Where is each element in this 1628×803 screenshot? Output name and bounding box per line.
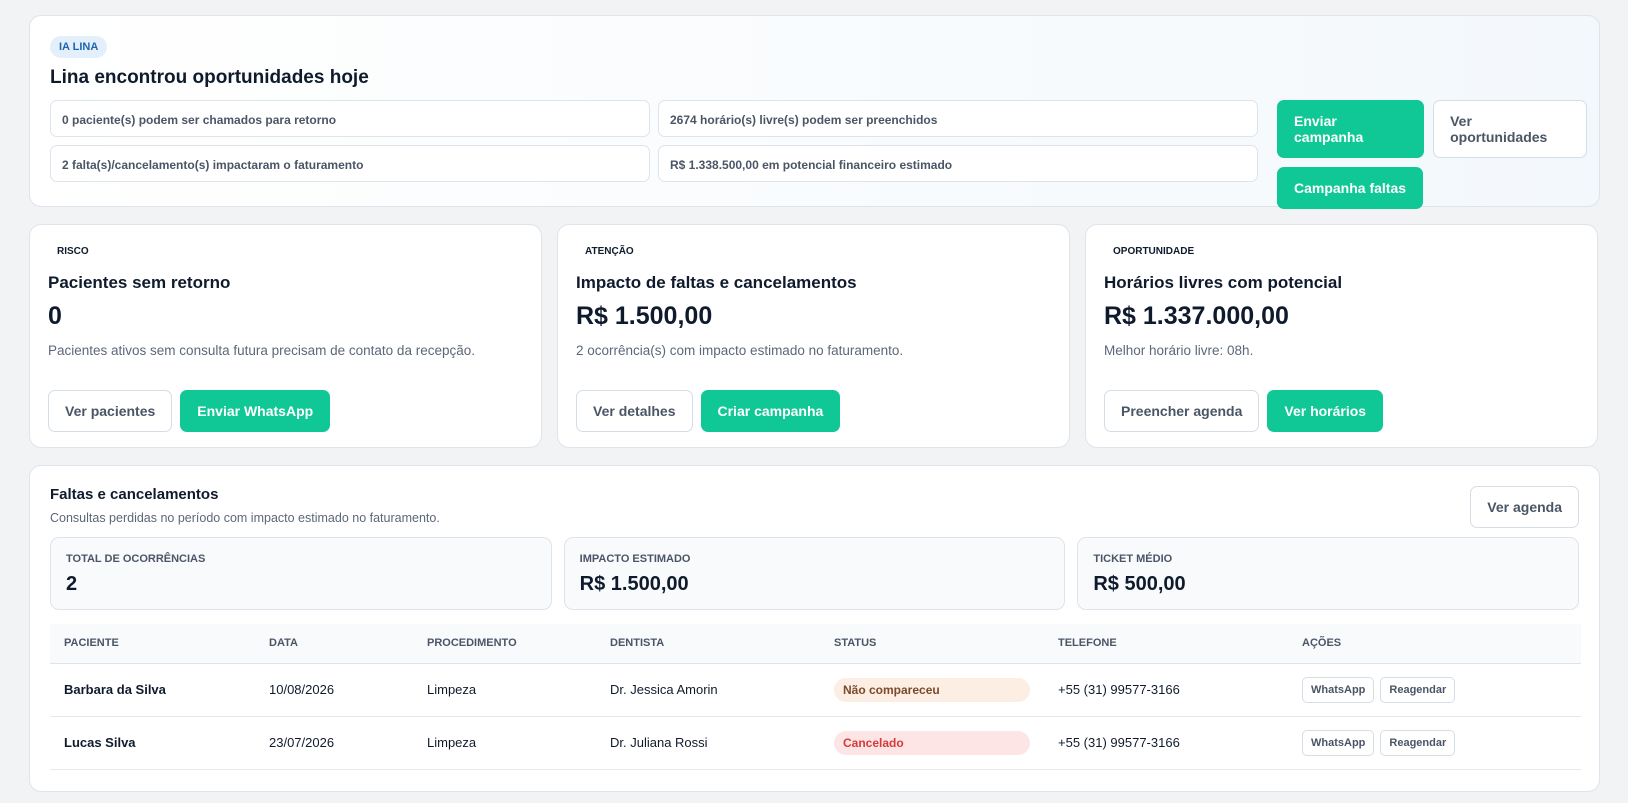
stat-box: IMPACTO ESTIMADO R$ 1.500,00 bbox=[563, 537, 1066, 610]
insight-item: 2674 horário(s) livre(s) podem ser preen… bbox=[658, 100, 1258, 137]
header-row: PACIENTE DATA PROCEDIMENTO DENTISTA STATUS TE… bbox=[50, 624, 1581, 664]
card-description: Pacientes ativos sem consulta futura pre… bbox=[48, 343, 475, 358]
action-row: Campanha faltas bbox=[1277, 167, 1587, 209]
metric-card: RISCO Pacientes sem retorno 0 Pacientes ati… bbox=[29, 224, 542, 448]
stat-label: TICKET MÉDIO bbox=[1093, 553, 1173, 565]
absences-section: Faltas e cancelamentos Consultas perdidas… bbox=[29, 465, 1600, 792]
card-row: RISCO Pacientes sem retorno 0 Pacientes ati… bbox=[29, 224, 1600, 448]
stat-value: 2 bbox=[66, 573, 78, 595]
button[interactable]: Ver detalhes bbox=[576, 390, 693, 432]
badge: IA LINA bbox=[50, 36, 108, 58]
table-row: Lucas Silva 23/07/2026 Limpeza Dr. Juliana … bbox=[50, 716, 1581, 770]
button[interactable]: Reagendar bbox=[1380, 729, 1456, 756]
cell: Limpeza bbox=[413, 663, 596, 717]
card-value: R$ 1.337.000,00 bbox=[1104, 302, 1289, 330]
cell: Não compareceu bbox=[820, 663, 1044, 717]
button[interactable]: WhatsApp bbox=[1302, 729, 1375, 756]
insight-item: 0 paciente(s) podem ser chamados para re… bbox=[50, 100, 650, 137]
status-badge: Não compareceu bbox=[834, 677, 1030, 702]
action-row: Enviar campanha Ver oportunidades bbox=[1277, 100, 1587, 158]
cell: 10/08/2026 bbox=[255, 663, 413, 717]
banner-title: Lina encontrou oportunidades hoje bbox=[50, 67, 369, 88]
status-badge: Cancelado bbox=[834, 730, 1030, 755]
card-actions: Ver pacientes Enviar WhatsApp bbox=[48, 390, 331, 432]
cell: Dr. Juliana Rossi bbox=[596, 716, 820, 770]
cell: Cancelado bbox=[820, 716, 1044, 770]
button[interactable]: Ver pacientes bbox=[48, 390, 173, 432]
cell: WhatsApp Reagendar bbox=[1288, 716, 1581, 770]
column-header: PACIENTE bbox=[50, 624, 255, 664]
card-title: Impacto de faltas e cancelamentos bbox=[576, 273, 857, 292]
metric-card: OPORTUNIDADE Horários livres com potencia… bbox=[1085, 224, 1598, 448]
cell: WhatsApp Reagendar bbox=[1288, 663, 1581, 717]
button[interactable]: Campanha faltas bbox=[1277, 167, 1424, 209]
insight-item: R$ 1.338.500,00 em potencial financeiro … bbox=[658, 145, 1258, 182]
stat-box: TICKET MÉDIO R$ 500,00 bbox=[1077, 537, 1580, 610]
stat-label: TOTAL DE OCORRÊNCIAS bbox=[66, 553, 206, 565]
column-header: AÇÕES bbox=[1288, 624, 1581, 664]
cell: Limpeza bbox=[413, 716, 596, 770]
insight-list: 0 paciente(s) podem ser chamados para re… bbox=[50, 100, 1579, 182]
card-actions: Preencher agenda Ver horários bbox=[1104, 390, 1384, 432]
cell: Barbara da Silva bbox=[50, 663, 255, 717]
column-header: STATUS bbox=[820, 624, 1044, 664]
cell: 23/07/2026 bbox=[255, 716, 413, 770]
card-value: 0 bbox=[48, 302, 62, 330]
table-body: Barbara da Silva 10/08/2026 Limpeza Dr. Jes… bbox=[50, 663, 1581, 770]
stat-value: R$ 1.500,00 bbox=[579, 573, 689, 595]
cell: +55 (31) 99577-3166 bbox=[1044, 663, 1288, 717]
card-tag: ATENÇÃO bbox=[585, 246, 634, 257]
insight-item: 2 falta(s)/cancelamento(s) impactaram o … bbox=[50, 145, 650, 182]
card-tag: RISCO bbox=[57, 246, 89, 257]
table: PACIENTE DATA PROCEDIMENTO DENTISTA STATUS TE… bbox=[50, 624, 1581, 770]
button[interactable]: Reagendar bbox=[1380, 676, 1456, 703]
card-title: Horários livres com potencial bbox=[1104, 273, 1343, 292]
column-header: DENTISTA bbox=[596, 624, 820, 664]
section-title: Faltas e cancelamentos bbox=[50, 486, 219, 503]
table-row: Barbara da Silva 10/08/2026 Limpeza Dr. Jes… bbox=[50, 663, 1581, 717]
card-description: Melhor horário livre: 08h. bbox=[1104, 343, 1254, 358]
card-tag: OPORTUNIDADE bbox=[1113, 246, 1195, 257]
button[interactable]: Enviar campanha bbox=[1277, 100, 1425, 158]
stat-box: TOTAL DE OCORRÊNCIAS 2 bbox=[50, 537, 552, 610]
table-head: PACIENTE DATA PROCEDIMENTO DENTISTA STATUS TE… bbox=[50, 624, 1581, 664]
banner-actions: Enviar campanha Ver oportunidades Campanha… bbox=[1277, 100, 1587, 209]
button[interactable]: Preencher agenda bbox=[1104, 390, 1260, 432]
stat-value: R$ 500,00 bbox=[1093, 573, 1186, 595]
card-value: R$ 1.500,00 bbox=[576, 302, 713, 330]
button[interactable]: Ver horários bbox=[1267, 390, 1384, 432]
column-header: DATA bbox=[255, 624, 413, 664]
card-description: 2 ocorrência(s) com impacto estimado no … bbox=[576, 343, 904, 358]
cell: +55 (31) 99577-3166 bbox=[1044, 716, 1288, 770]
button[interactable]: Ver agenda bbox=[1470, 486, 1579, 528]
cell: Lucas Silva bbox=[50, 716, 255, 770]
button[interactable]: Criar campanha bbox=[700, 390, 841, 432]
button[interactable]: Enviar WhatsApp bbox=[180, 390, 331, 432]
stat-label: IMPACTO ESTIMADO bbox=[579, 553, 691, 565]
button[interactable]: Ver oportunidades bbox=[1433, 100, 1587, 158]
card-title: Pacientes sem retorno bbox=[48, 273, 231, 292]
insight-banner: IA LINA Lina encontrou oportunidades hoje… bbox=[29, 15, 1600, 209]
button[interactable]: WhatsApp bbox=[1302, 676, 1375, 703]
column-header: PROCEDIMENTO bbox=[413, 624, 596, 664]
dashboard: IA LINA Lina encontrou oportunidades hoje… bbox=[29, 15, 1600, 792]
cell: Dr. Jessica Amorin bbox=[596, 663, 820, 717]
metric-card: ATENÇÃO Impacto de faltas e cancelamentos… bbox=[557, 224, 1070, 448]
section-subtitle: Consultas perdidas no período com impact… bbox=[50, 511, 440, 525]
stats-row: TOTAL DE OCORRÊNCIAS 2 IMPACTO ESTIMADO R$ … bbox=[50, 537, 1580, 610]
card-actions: Ver detalhes Criar campanha bbox=[576, 390, 841, 432]
column-header: TELEFONE bbox=[1044, 624, 1288, 664]
